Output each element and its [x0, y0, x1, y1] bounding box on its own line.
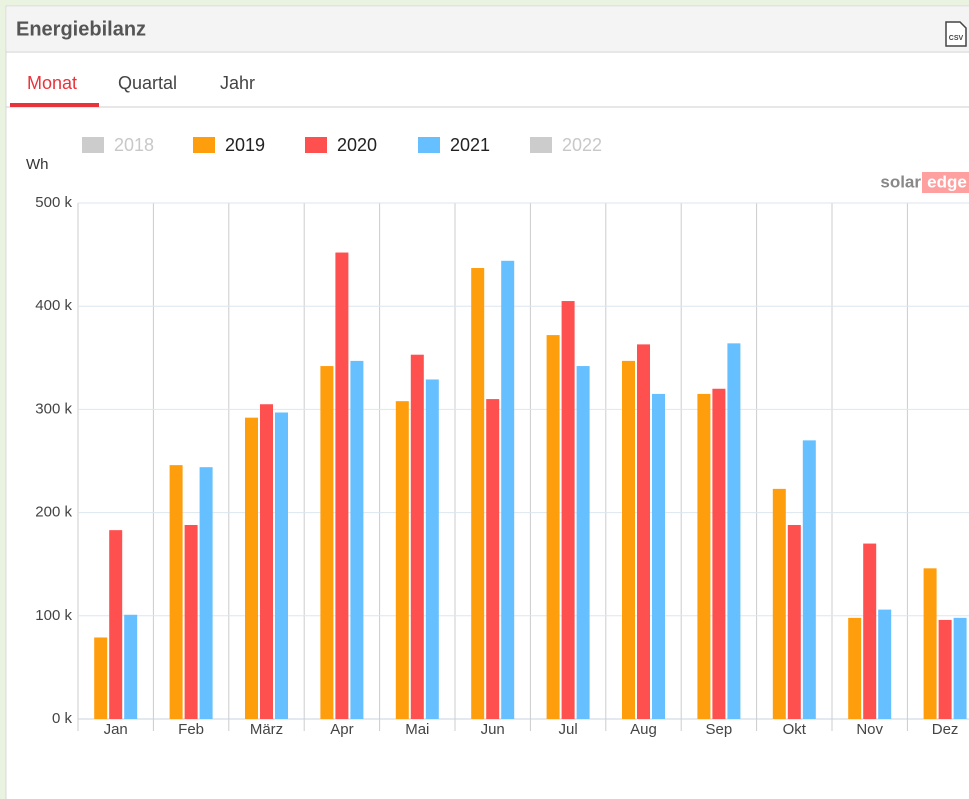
legend-swatch[interactable]	[418, 137, 440, 153]
bar	[486, 399, 500, 719]
x-tick-label: Jun	[481, 721, 505, 738]
bar	[953, 617, 967, 719]
bar	[109, 530, 123, 719]
legend-label[interactable]: 2022	[562, 135, 602, 155]
x-tick-label: Dez	[932, 721, 959, 738]
bar	[938, 619, 952, 719]
bar	[124, 614, 138, 719]
legend-label[interactable]: 2021	[450, 135, 490, 155]
bar	[260, 404, 273, 719]
x-tick-label: Nov	[856, 721, 883, 738]
tab-underline	[10, 103, 99, 107]
y-tick-label: 400 k	[35, 297, 72, 314]
bar	[425, 379, 439, 719]
bar	[184, 524, 198, 719]
bar	[561, 301, 575, 719]
x-tick-label: Feb	[178, 721, 204, 738]
bar	[727, 343, 741, 719]
bar	[199, 467, 213, 719]
bar	[546, 335, 560, 719]
bar	[275, 412, 288, 719]
bar	[169, 465, 183, 719]
legend-label[interactable]: 2018	[114, 135, 154, 155]
y-tick-label: 0 k	[52, 710, 73, 727]
x-tick-label: Mai	[405, 721, 429, 738]
bar	[350, 360, 364, 719]
legend-label[interactable]: 2020	[337, 135, 377, 155]
panel-title: Energiebilanz	[16, 18, 146, 40]
y-tick-label: 300 k	[35, 400, 72, 417]
tab[interactable]: Monat	[27, 73, 77, 93]
bar	[787, 524, 801, 719]
bar	[878, 609, 892, 719]
x-tick-label: Sep	[706, 721, 733, 738]
bar	[320, 366, 334, 719]
legend-swatch[interactable]	[82, 137, 104, 153]
bar	[471, 268, 485, 719]
tab[interactable]: Quartal	[118, 73, 177, 93]
bar	[923, 568, 937, 719]
logo-left: solar	[880, 172, 921, 191]
legend-swatch[interactable]	[193, 137, 215, 153]
tab[interactable]: Jahr	[220, 73, 255, 93]
logo-box	[922, 172, 969, 193]
bar	[395, 401, 409, 719]
x-tick-label: Jul	[559, 721, 578, 738]
bar	[863, 543, 877, 719]
bar	[245, 417, 258, 719]
y-tick-label: 100 k	[35, 607, 72, 624]
legend-swatch[interactable]	[530, 137, 552, 153]
bar	[772, 488, 786, 719]
panel-header	[7, 7, 969, 51]
bar	[802, 440, 816, 719]
bar	[652, 393, 665, 719]
x-tick-label: März	[250, 721, 283, 738]
bar	[335, 252, 349, 719]
bar	[697, 393, 711, 719]
bar	[576, 366, 590, 719]
bar	[637, 344, 650, 719]
legend-label[interactable]: 2019	[225, 135, 265, 155]
y-tick-label: 500 k	[35, 194, 72, 211]
bar	[94, 637, 108, 719]
y-tick-label: 200 k	[35, 504, 72, 521]
bar	[622, 360, 635, 719]
legend-swatch[interactable]	[305, 137, 327, 153]
csv-label[interactable]: CSV	[949, 35, 964, 42]
logo-right: edge	[927, 172, 967, 191]
x-tick-label: Apr	[330, 721, 353, 738]
bar	[410, 354, 424, 719]
y-axis-title: Wh	[26, 156, 49, 173]
csv-button[interactable]: CSV	[945, 21, 967, 47]
x-tick-label: Okt	[783, 721, 807, 738]
bar	[712, 388, 726, 719]
x-tick-label: Jan	[104, 721, 128, 738]
csv-icon[interactable]	[945, 21, 967, 47]
x-tick-label: Aug	[630, 721, 657, 738]
bar	[501, 260, 515, 719]
bar	[848, 617, 862, 719]
